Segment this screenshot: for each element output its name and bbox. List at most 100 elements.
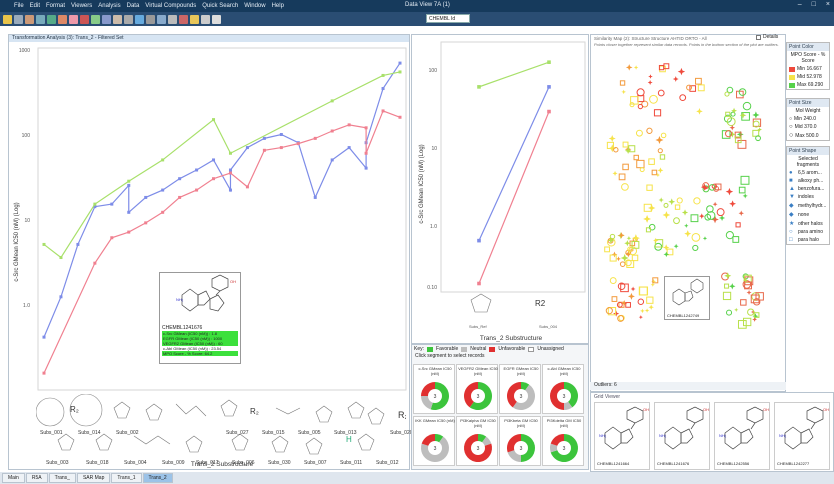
data-point[interactable] (381, 109, 385, 113)
map-point[interactable] (724, 91, 730, 97)
map-point[interactable] (752, 120, 760, 128)
map-point[interactable] (620, 254, 629, 262)
map-point[interactable] (702, 236, 708, 241)
data-point[interactable] (313, 136, 317, 140)
menu-virtual-compounds[interactable]: Virtual Compounds (145, 3, 197, 9)
map-point[interactable] (725, 231, 734, 240)
funnel-icon[interactable] (157, 14, 166, 24)
map-point[interactable] (741, 112, 750, 121)
map-point[interactable] (646, 296, 654, 304)
donut-chart[interactable]: 3 (457, 378, 499, 414)
donut-chart[interactable]: 3 (414, 378, 456, 414)
map-point[interactable] (723, 114, 732, 123)
data-point[interactable] (381, 87, 385, 91)
map-point[interactable] (648, 158, 655, 165)
copy-icon[interactable] (168, 14, 177, 24)
map-point[interactable] (640, 308, 645, 314)
pie-icon[interactable] (113, 14, 122, 24)
map-point[interactable] (662, 211, 671, 219)
map-point[interactable] (630, 96, 639, 105)
map-point[interactable] (604, 246, 610, 253)
map-point[interactable] (613, 147, 619, 153)
map-point[interactable] (724, 283, 730, 289)
layout-icon[interactable] (201, 14, 210, 24)
data-point[interactable] (364, 151, 368, 155)
map-point[interactable] (657, 148, 663, 154)
map-point[interactable] (616, 301, 623, 308)
map-point[interactable] (631, 240, 640, 249)
map-point[interactable] (619, 80, 626, 86)
map-point[interactable] (736, 130, 744, 138)
details-control[interactable]: Details (756, 34, 778, 40)
select-icon[interactable] (146, 14, 155, 24)
map-point[interactable] (624, 240, 631, 247)
data-point[interactable] (262, 136, 266, 140)
map-point[interactable] (657, 167, 664, 174)
donut-cell[interactable]: EGFR GMean IC50 (nM) 3 (499, 364, 541, 414)
map-point[interactable] (616, 256, 621, 262)
map-point[interactable] (734, 136, 742, 144)
tab-trans-1[interactable]: Trans_1 (111, 473, 142, 483)
map-point[interactable] (706, 205, 714, 213)
map-point[interactable] (639, 286, 649, 296)
color-icon[interactable] (179, 14, 188, 24)
map-point[interactable] (648, 223, 656, 231)
menu-file[interactable]: File (14, 3, 24, 9)
data-point[interactable] (93, 205, 97, 209)
map-point[interactable] (726, 117, 736, 127)
data-point[interactable] (127, 179, 131, 183)
donut-segment[interactable] (507, 382, 521, 408)
map-point[interactable] (663, 251, 670, 258)
data-point[interactable] (161, 210, 165, 214)
data-point[interactable] (477, 85, 481, 89)
map-point[interactable] (703, 186, 708, 191)
chart-icon[interactable] (47, 14, 56, 24)
data-point[interactable] (76, 242, 80, 246)
map-point[interactable] (654, 239, 664, 248)
map-point[interactable] (649, 94, 658, 104)
map-point[interactable] (698, 213, 705, 219)
map-point[interactable] (729, 131, 736, 138)
map-point[interactable] (611, 251, 618, 258)
donut-cell[interactable]: c-Src GMean IC50 (nM) 3 (413, 364, 455, 414)
data-point[interactable] (364, 166, 368, 170)
map-point[interactable] (608, 134, 616, 142)
map-point[interactable] (736, 90, 744, 99)
map-point[interactable] (631, 254, 639, 262)
map-point[interactable] (668, 198, 676, 206)
map-point[interactable] (738, 88, 747, 96)
data-point[interactable] (547, 85, 551, 89)
map-point[interactable] (643, 203, 652, 212)
map-point[interactable] (655, 173, 660, 178)
map-point[interactable] (752, 313, 759, 320)
map-point[interactable] (651, 278, 656, 284)
map-point[interactable] (622, 163, 629, 171)
map-point[interactable] (638, 286, 648, 296)
map-point[interactable] (627, 246, 633, 252)
data-point[interactable] (212, 158, 216, 162)
data-point[interactable] (547, 109, 551, 114)
map-point[interactable] (653, 237, 659, 244)
map-point[interactable] (630, 286, 636, 292)
data-point[interactable] (127, 230, 131, 234)
map-point[interactable] (622, 141, 629, 148)
map-point[interactable] (606, 141, 614, 149)
map-point[interactable] (740, 175, 750, 185)
map-point[interactable] (691, 232, 701, 242)
map-point[interactable] (706, 211, 716, 220)
data-point[interactable] (110, 202, 114, 206)
map-point[interactable] (666, 248, 674, 256)
map-point[interactable] (673, 243, 679, 249)
data-point[interactable] (195, 168, 199, 172)
map-point[interactable] (690, 214, 699, 223)
map-point[interactable] (692, 244, 699, 252)
data-point[interactable] (381, 73, 385, 77)
map-point[interactable] (605, 307, 613, 315)
map-point[interactable] (607, 237, 615, 244)
map-point[interactable] (753, 298, 761, 306)
data-point[interactable] (477, 281, 481, 286)
map-point[interactable] (755, 135, 761, 142)
data-point[interactable] (93, 202, 97, 206)
map-point[interactable] (702, 185, 710, 193)
map-point[interactable] (743, 317, 752, 327)
